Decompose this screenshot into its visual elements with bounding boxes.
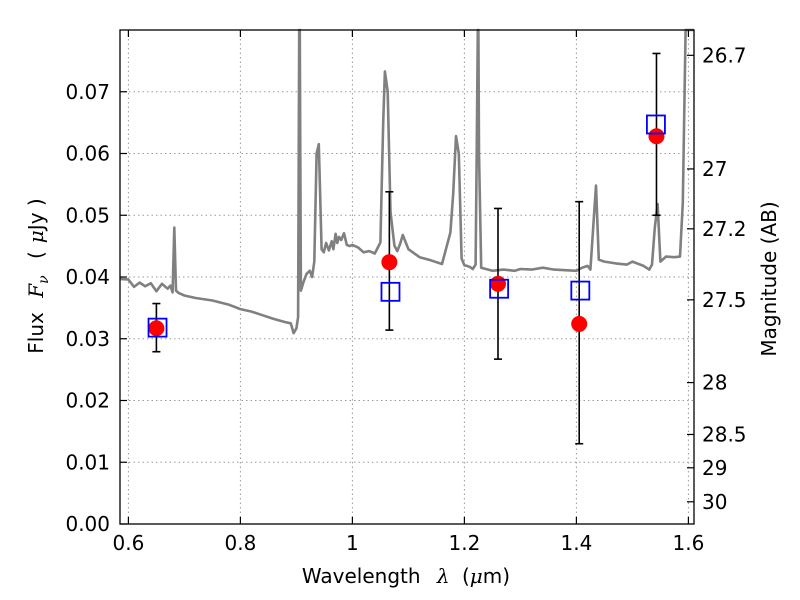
x-tick-label: 1.4 bbox=[560, 531, 592, 555]
model-photometry-point bbox=[489, 278, 510, 299]
y-tick-label: 0.07 bbox=[65, 80, 110, 104]
y-tick-label: 0.04 bbox=[65, 265, 110, 289]
y-tick-label: 0.05 bbox=[65, 203, 110, 227]
x-tick-label: 1 bbox=[346, 531, 359, 555]
y-tick-label: 0.00 bbox=[65, 512, 110, 536]
y-tick-label: 0.03 bbox=[65, 327, 110, 351]
y-axis-label-unit-open: ( bbox=[24, 251, 48, 259]
y2-tick-label: 27.5 bbox=[702, 288, 747, 312]
x-axis-label-symbol: λ bbox=[436, 564, 450, 588]
y-axis-title: Flux Fν ( μJy ) bbox=[24, 198, 53, 353]
y2-tick-label: 26.7 bbox=[702, 43, 747, 67]
x-axis-title: Wavelength λ (μm) bbox=[302, 564, 510, 588]
model-spectrum-line bbox=[119, 28, 694, 335]
observed-point bbox=[381, 254, 398, 271]
x-tick-label: 1.6 bbox=[672, 531, 704, 555]
y-tick-label: 0.01 bbox=[65, 450, 110, 474]
y-axis-label-text: Flux bbox=[24, 312, 48, 354]
y-axis-label-unit-mu: μ bbox=[24, 230, 48, 243]
y-tick-label: 0.02 bbox=[65, 389, 110, 413]
x-axis-label-unit-mu: μ bbox=[470, 564, 483, 588]
y2-axis: 26.7 27 27.2 27.5 28 28.5 29 30 bbox=[687, 43, 747, 514]
observed-point bbox=[648, 128, 665, 145]
model-photometry-point bbox=[147, 317, 168, 338]
x-tick-label: 0.8 bbox=[224, 531, 256, 555]
observed-point bbox=[571, 315, 588, 332]
model-photometry-point bbox=[570, 280, 591, 301]
y-axis-label-symbol: F bbox=[24, 283, 48, 299]
y2-axis-title: Magnitude (AB) bbox=[757, 201, 781, 356]
observed-point bbox=[148, 320, 165, 337]
y-tick-label: 0.06 bbox=[65, 142, 110, 166]
model-photometry-point bbox=[380, 281, 401, 302]
x-axis: 0.6 0.8 1 1.2 1.4 1.6 bbox=[112, 30, 704, 555]
x-tick-label: 1.2 bbox=[448, 531, 480, 555]
y2-tick-label: 28 bbox=[702, 371, 727, 395]
y2-tick-label: 27.2 bbox=[702, 217, 747, 241]
grid bbox=[120, 30, 694, 525]
y-axis-label-unit-rest: Jy ) bbox=[24, 198, 48, 232]
y2-tick-label: 29 bbox=[702, 456, 727, 480]
y2-tick-label: 27 bbox=[702, 157, 727, 181]
x-tick-label: 0.6 bbox=[112, 531, 144, 555]
plot-area bbox=[119, 28, 694, 445]
x-axis-label-text: Wavelength bbox=[302, 564, 421, 588]
model-photometry-point bbox=[646, 114, 666, 135]
x-axis-label-unit-open: ( bbox=[462, 564, 470, 588]
y2-tick-label: 30 bbox=[702, 490, 727, 514]
y-axis-label-subscript: ν bbox=[36, 275, 52, 284]
y-axis: 0.00 0.01 0.02 0.03 0.04 0.05 0.06 0.07 bbox=[65, 80, 127, 536]
y2-tick-label: 28.5 bbox=[702, 422, 747, 446]
observed-point bbox=[490, 275, 506, 292]
x-axis-label-unit-rest: m) bbox=[483, 564, 510, 588]
